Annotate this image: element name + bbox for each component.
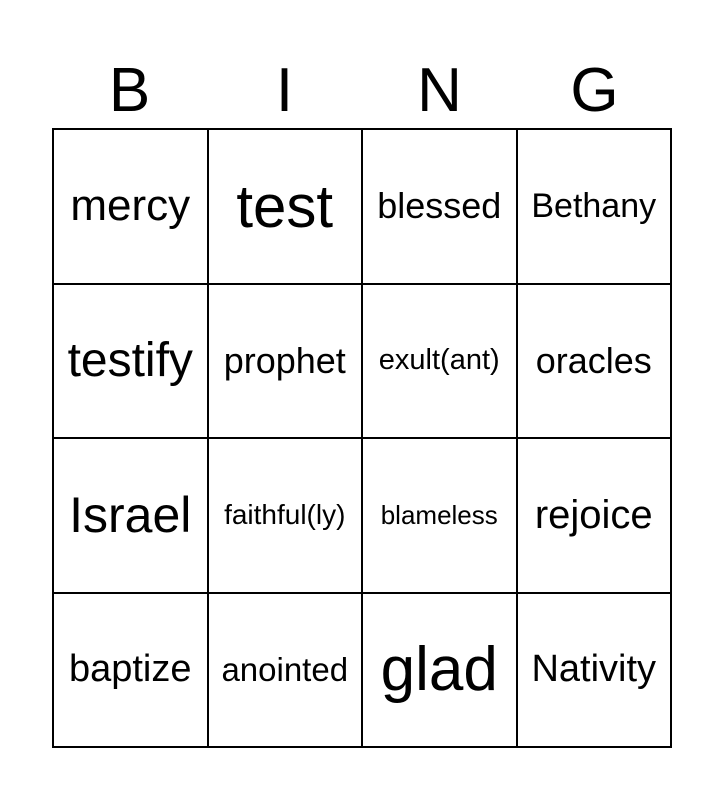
bingo-cell[interactable]: rejoice xyxy=(516,438,671,593)
bingo-cell[interactable]: oracles xyxy=(516,283,671,438)
bingo-cell[interactable]: exult(ant) xyxy=(362,283,517,438)
bingo-cell[interactable]: test xyxy=(207,129,362,284)
bingo-cell[interactable]: testify xyxy=(53,283,208,438)
bingo-cell[interactable]: mercy xyxy=(53,129,208,284)
bingo-cell[interactable]: Nativity xyxy=(516,592,671,747)
header-letter-g: G xyxy=(570,56,619,125)
bingo-cell[interactable]: anointed xyxy=(207,592,362,747)
bingo-cell[interactable]: baptize xyxy=(53,592,208,747)
bingo-grid: mercy test blessed Bethany testify prophet exu… xyxy=(52,128,672,748)
bingo-cell[interactable]: Bethany xyxy=(516,129,671,284)
header-letter-i: I xyxy=(275,56,294,125)
bingo-header: B I N G xyxy=(52,55,672,127)
bingo-cell[interactable]: faithful(ly) xyxy=(207,438,362,593)
bingo-cell[interactable]: glad xyxy=(362,592,517,747)
bingo-cell[interactable]: blessed xyxy=(362,129,517,284)
header-letter-n: N xyxy=(417,56,462,125)
bingo-cell[interactable]: Israel xyxy=(53,438,208,593)
bingo-cell[interactable]: blameless xyxy=(362,438,517,593)
header-letter-b: B xyxy=(108,56,151,125)
bingo-cell[interactable]: prophet xyxy=(207,283,362,438)
